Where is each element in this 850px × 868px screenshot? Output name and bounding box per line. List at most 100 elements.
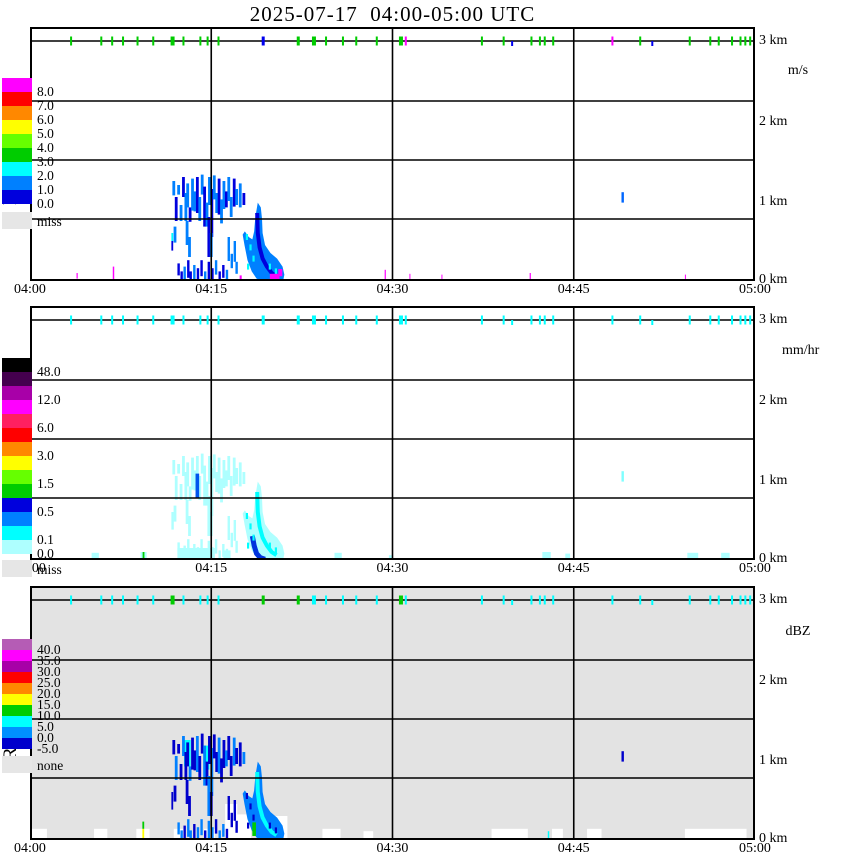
cluster-dash (200, 260, 203, 277)
cluster-dash (193, 750, 197, 771)
missing-patch (94, 828, 108, 840)
cluster-dash (188, 516, 191, 536)
fallstreak-inner-band (255, 212, 278, 278)
top-gate-tick (325, 315, 328, 325)
cluster-dash (188, 766, 192, 781)
cluster-dash (212, 734, 216, 759)
top-gate-tick (375, 595, 378, 605)
cluster-dash (222, 740, 226, 768)
cluster-dash (203, 745, 207, 786)
legend-value: 1.5 (37, 476, 54, 491)
time-label: 05:00 (739, 841, 771, 856)
cluster-dash (224, 750, 228, 767)
top-gate-tick (111, 36, 114, 46)
legend-swatch-missing (2, 212, 32, 229)
cluster-dash (222, 181, 226, 209)
height-label: 3 km (759, 592, 788, 607)
time-label: 04:45 (557, 841, 590, 856)
fallstreak-speck (268, 542, 271, 549)
cluster-dash (186, 742, 190, 767)
cluster-dash (211, 547, 214, 559)
top-gate-tick (296, 595, 300, 605)
legend-swatch (2, 372, 32, 386)
top-gate-tick (182, 36, 185, 46)
top-gate-tick (543, 595, 546, 605)
cluster-dash (217, 737, 221, 774)
cluster-dash (238, 742, 242, 767)
legend-swatch (2, 705, 32, 716)
legend-value: 40.0 (37, 642, 61, 657)
cluster-dash (232, 457, 236, 486)
cluster-dash (229, 197, 233, 217)
top-gate-tick (688, 315, 691, 325)
top-gate-tick (538, 315, 541, 325)
cluster-dash (174, 197, 178, 221)
cluster-dash (189, 830, 192, 839)
data-mark (203, 745, 210, 770)
cluster-dash (220, 199, 223, 224)
top-gate-tick (480, 315, 483, 325)
cluster-dash (183, 545, 186, 559)
cluster-dash (198, 197, 202, 221)
height-label: 1 km (759, 753, 788, 768)
data-mark (687, 552, 699, 560)
top-gate-tick (611, 315, 614, 325)
data-mark (542, 552, 551, 560)
top-gate-tick (136, 36, 139, 46)
data-mark (171, 241, 174, 251)
top-gate-tick (341, 315, 344, 325)
fallstreak-speck (274, 547, 277, 554)
missing-patch (491, 828, 528, 840)
cluster-dash (207, 540, 211, 559)
data-mark (252, 822, 256, 836)
cluster-dash (217, 178, 221, 215)
cluster-dash (218, 271, 221, 280)
top-gate-tick (611, 36, 614, 46)
height-label: 1 km (759, 473, 788, 488)
missing-patch (552, 828, 563, 840)
data-mark (565, 553, 571, 560)
top-gate-tick (217, 36, 220, 46)
top-gate-tick (731, 595, 734, 605)
top-gate-tick (398, 595, 403, 605)
cluster-dash (242, 752, 246, 764)
panel-reflectivity (30, 586, 755, 840)
fallstreak-speck (247, 822, 250, 829)
top-gate-tick (122, 315, 125, 325)
top-gate-tick (398, 315, 403, 325)
height-label: 0 km (759, 831, 788, 846)
top-gate-tick (261, 36, 265, 46)
cluster-dash (193, 544, 196, 559)
top-gate-tick (552, 36, 555, 46)
top-gate-tick (182, 595, 185, 605)
cluster-dash (200, 174, 204, 195)
fallstreak-inner-band (255, 491, 278, 557)
missing-patch (173, 828, 184, 840)
cluster-dash (217, 457, 221, 494)
cluster-dash (212, 175, 216, 200)
cluster-dash (208, 736, 211, 764)
height-label: 2 km (759, 673, 788, 688)
height-label: 3 km (759, 33, 788, 48)
cluster-dash (173, 785, 177, 802)
legend-swatch (2, 694, 32, 705)
cluster-dash (173, 226, 177, 243)
legend-value: 0.0 (37, 546, 54, 561)
cluster-dash (172, 740, 176, 755)
data-mark (409, 273, 411, 280)
legend-value: 3.0 (37, 448, 54, 463)
fallstreak-speck (268, 263, 271, 270)
top-gate-tick (111, 595, 114, 605)
top-gate-tick (530, 315, 533, 325)
legend-value: 6.0 (37, 420, 54, 435)
fallstreak-speck (245, 513, 248, 519)
cluster-dash (204, 271, 207, 280)
cluster-dash (186, 183, 190, 208)
legend-value-missing: miss (37, 562, 62, 577)
missing-patch (322, 828, 341, 840)
cluster-dash (222, 824, 225, 837)
panel-rain-intensity (30, 306, 755, 560)
cluster-dash (183, 825, 186, 839)
legend-value: 5.0 (37, 719, 54, 734)
fallstreak-speck (252, 534, 255, 541)
